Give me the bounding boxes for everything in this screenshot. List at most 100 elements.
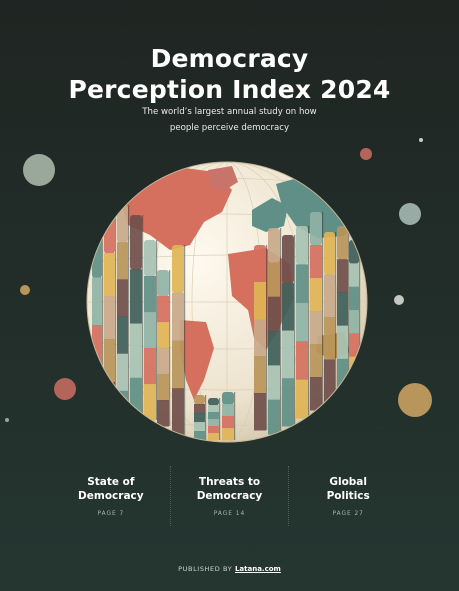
bar-segment bbox=[172, 245, 184, 294]
bar-segment bbox=[144, 240, 156, 277]
title-line-2: Perception Index 2024 bbox=[68, 74, 391, 104]
bar-divider bbox=[219, 398, 221, 440]
bar-segment bbox=[117, 316, 128, 355]
bar-divider bbox=[205, 395, 207, 440]
section-page: PAGE 14 bbox=[213, 511, 246, 517]
bar-divider bbox=[348, 226, 350, 392]
decorative-dot bbox=[54, 378, 76, 400]
section-page: PAGE 27 bbox=[332, 511, 364, 517]
publisher-credit: PUBLISHED BY Latana.com bbox=[0, 565, 459, 573]
bar-segment bbox=[296, 341, 308, 381]
section-title-line: Politics bbox=[326, 490, 370, 502]
bar-divider bbox=[308, 226, 310, 418]
bar-segment bbox=[337, 325, 348, 360]
section-title-line: Threats to bbox=[198, 476, 261, 488]
bar-segment bbox=[268, 296, 280, 332]
bar-segment bbox=[296, 379, 308, 419]
bar-segment bbox=[337, 226, 348, 260]
bar-segment bbox=[208, 426, 219, 434]
section-state-of-democracy[interactable]: State of Democracy PAGE 7 bbox=[52, 466, 170, 526]
section-threats-to-democracy[interactable]: Threats to Democracy PAGE 14 bbox=[169, 466, 289, 526]
bar-segment bbox=[254, 282, 266, 320]
section-global-politics[interactable]: Global Politics PAGE 27 bbox=[288, 466, 407, 526]
bar-segment bbox=[268, 331, 280, 366]
bar-divider bbox=[102, 230, 104, 420]
bar-divider bbox=[142, 215, 144, 432]
bar-segment bbox=[208, 398, 219, 406]
bar-segment bbox=[222, 404, 234, 417]
bar-segment bbox=[282, 235, 294, 284]
continent-north-america bbox=[120, 168, 232, 250]
bar-segment bbox=[349, 263, 359, 288]
bar-divider bbox=[128, 205, 130, 428]
decorative-dot bbox=[419, 138, 423, 142]
bar-segment bbox=[254, 319, 266, 357]
section-page: PAGE 7 bbox=[97, 511, 125, 517]
bar-segment bbox=[117, 279, 128, 317]
continent-greenland bbox=[208, 166, 238, 192]
bar-segment bbox=[254, 245, 266, 283]
bar-segment bbox=[310, 278, 322, 312]
bar-segment bbox=[194, 413, 205, 423]
bar-segment bbox=[310, 377, 322, 411]
bar-segment bbox=[92, 277, 102, 326]
bar-segment bbox=[310, 245, 322, 279]
bar-divider bbox=[266, 245, 268, 430]
bar-segment bbox=[172, 340, 184, 389]
bar-segment bbox=[222, 416, 234, 429]
bar-segment bbox=[117, 353, 128, 392]
bar-segment bbox=[222, 428, 234, 441]
bar-segment bbox=[268, 228, 280, 263]
bar-segment bbox=[144, 276, 156, 313]
decorative-dot bbox=[5, 418, 9, 422]
bar-segment bbox=[349, 310, 359, 334]
bar-segment bbox=[157, 348, 169, 375]
bar-segment bbox=[337, 259, 348, 293]
bar-segment bbox=[208, 419, 219, 427]
title-line-1: Democracy bbox=[150, 43, 309, 73]
bar-segment bbox=[296, 264, 308, 304]
decorative-dot bbox=[23, 154, 55, 186]
bar-divider bbox=[115, 210, 117, 425]
bar-segment bbox=[172, 388, 184, 437]
bar-divider bbox=[156, 240, 158, 420]
bar-segment bbox=[310, 212, 322, 246]
bar-segment bbox=[254, 356, 266, 394]
subtitle: The world’s largest annual study on how … bbox=[0, 104, 459, 136]
bar-segment bbox=[208, 405, 219, 413]
bar-segment bbox=[157, 374, 169, 401]
bar-segment bbox=[268, 262, 280, 298]
bar-segment bbox=[296, 302, 308, 342]
bar-segment bbox=[310, 311, 322, 345]
bar-segment bbox=[117, 205, 128, 243]
bar-segment bbox=[282, 282, 294, 331]
bar-segment bbox=[324, 232, 335, 275]
bar-segment bbox=[157, 270, 169, 297]
bar-segment bbox=[117, 242, 128, 280]
section-title-line: Global bbox=[329, 476, 367, 488]
bar-segment bbox=[92, 325, 102, 373]
bar-segment bbox=[208, 433, 219, 441]
published-prefix: PUBLISHED BY bbox=[178, 565, 233, 573]
bar-segment bbox=[144, 312, 156, 349]
bar-segment bbox=[254, 393, 266, 431]
decorative-dot bbox=[398, 383, 432, 417]
bar-segment bbox=[222, 392, 234, 405]
bar-divider bbox=[335, 232, 337, 402]
bar-divider bbox=[322, 212, 324, 410]
section-title: State of Democracy bbox=[52, 475, 170, 503]
bar-divider bbox=[169, 270, 171, 426]
continent-europe bbox=[252, 198, 288, 232]
subtitle-line-2: people perceive democracy bbox=[169, 123, 290, 133]
bar-segment bbox=[324, 359, 335, 403]
bar-segment bbox=[282, 378, 294, 427]
bar-segment bbox=[130, 269, 142, 324]
bar-segment bbox=[130, 215, 142, 270]
section-title: Global Politics bbox=[289, 475, 407, 503]
decorative-dot bbox=[399, 203, 421, 225]
bar-segment bbox=[310, 344, 322, 378]
publisher-link[interactable]: Latana.com bbox=[234, 565, 281, 573]
bar-segment bbox=[157, 322, 169, 349]
bar-segment bbox=[104, 296, 115, 340]
subtitle-line-1: The world’s largest annual study on how bbox=[142, 107, 317, 117]
